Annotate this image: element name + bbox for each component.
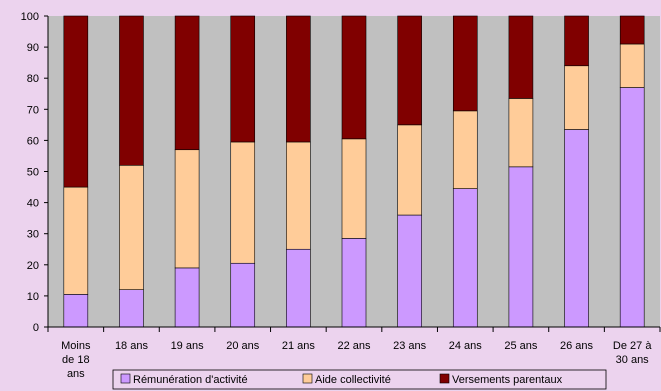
x-tick-label: 20 ans xyxy=(226,340,260,352)
bar-segment-2-cat-2 xyxy=(119,164,144,290)
bar-segment-2-cat-4 xyxy=(230,141,256,264)
x-tick-label: 26 ans xyxy=(560,340,594,352)
legend-swatch xyxy=(120,373,131,384)
bar-segment-3-cat-3 xyxy=(174,15,200,151)
legend-swatch xyxy=(302,373,313,384)
bar-segment-1-cat-2 xyxy=(119,289,144,328)
bar-segment-3-cat-7 xyxy=(397,15,422,126)
bar-segment-1-cat-6 xyxy=(341,238,367,328)
bar-segment-3-cat-2 xyxy=(119,15,144,166)
bar-segment-2-cat-10 xyxy=(564,65,589,130)
legend-label: Versements parentaux xyxy=(452,374,563,386)
legend-label: Aide collectivité xyxy=(315,374,391,386)
y-axis-ticks: 0 10 20 30 40 50 60 70 80 90 100 xyxy=(21,11,48,334)
y-tick-label: 0 xyxy=(33,322,39,334)
y-tick-label: 20 xyxy=(27,260,39,272)
y-tick-label: 80 xyxy=(27,73,39,85)
bar-segment-1-cat-8 xyxy=(452,188,478,328)
x-tick-label: 25 ans xyxy=(504,340,538,352)
bar-segment-2-cat-5 xyxy=(286,141,311,250)
x-tick-label: Moins de 18 ans xyxy=(61,340,91,380)
bar-segment-2-cat-8 xyxy=(452,110,478,189)
bar-segment-1-cat-11 xyxy=(619,87,645,328)
bar-segment-3-cat-9 xyxy=(508,15,534,99)
bars xyxy=(63,15,645,328)
bar-segment-3-cat-4 xyxy=(230,15,256,143)
bar-segment-2-cat-1 xyxy=(63,186,89,295)
bar-segment-1-cat-9 xyxy=(508,166,534,328)
x-tick-label: 22 ans xyxy=(337,340,371,352)
legend-swatch xyxy=(439,373,450,384)
x-tick-label: 18 ans xyxy=(115,340,149,352)
y-tick-label: 70 xyxy=(27,104,39,116)
bar-segment-2-cat-11 xyxy=(619,43,645,88)
y-tick-label: 30 xyxy=(27,229,39,241)
bar-segment-1-cat-10 xyxy=(564,129,589,328)
y-tick-label: 10 xyxy=(27,291,39,303)
bar-segment-1-cat-1 xyxy=(63,294,89,328)
bar-segment-3-cat-1 xyxy=(63,15,89,188)
legend: Rémunération d'activité Aide collectivité… xyxy=(112,369,607,390)
x-tick-label: 23 ans xyxy=(393,340,427,352)
x-tick-label: De 27 à 30 ans xyxy=(613,340,652,366)
bar-segment-1-cat-3 xyxy=(174,267,200,328)
bar-segment-2-cat-3 xyxy=(174,149,200,269)
y-tick-label: 60 xyxy=(27,135,39,147)
bar-segment-3-cat-6 xyxy=(341,15,367,140)
bar-segment-2-cat-7 xyxy=(397,124,422,216)
y-tick-label: 90 xyxy=(27,42,39,54)
bar-segment-3-cat-10 xyxy=(564,15,589,67)
bar-segment-3-cat-11 xyxy=(619,15,645,45)
legend-label: Rémunération d'activité xyxy=(133,374,248,386)
bar-segment-1-cat-5 xyxy=(286,248,311,328)
bar-segment-2-cat-6 xyxy=(341,138,367,239)
bar-segment-1-cat-4 xyxy=(230,262,256,328)
bar-segment-3-cat-5 xyxy=(286,15,311,143)
bar-segment-1-cat-7 xyxy=(397,214,422,328)
x-tick-label: 24 ans xyxy=(449,340,483,352)
x-tick-label: 21 ans xyxy=(282,340,316,352)
y-tick-label: 50 xyxy=(27,167,39,179)
bar-segment-3-cat-8 xyxy=(452,15,478,112)
y-tick-label: 40 xyxy=(27,198,39,210)
bar-segment-2-cat-9 xyxy=(508,98,534,168)
legend-box xyxy=(112,369,607,390)
y-tick-label: 100 xyxy=(21,11,39,23)
x-axis-labels: Moins de 18 ans 18 ans 19 ans 20 ans 21 ans 22 … xyxy=(61,340,652,380)
x-tick-label: 19 ans xyxy=(171,340,205,352)
